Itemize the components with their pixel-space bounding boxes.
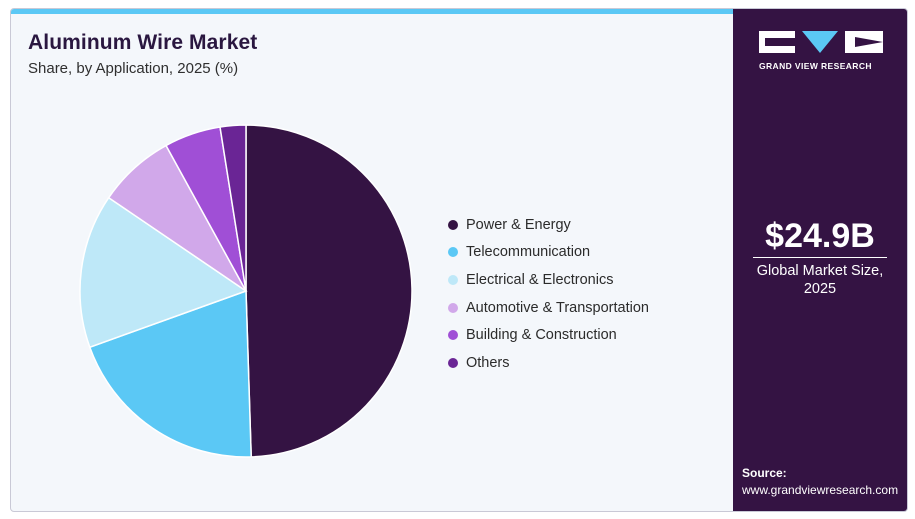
legend-item-automotive-transportation: Automotive & Transportation	[448, 294, 649, 322]
gvr-logo: GRAND VIEW RESEARCH	[759, 31, 883, 71]
gvr-logo-icon	[759, 31, 883, 53]
chart-subtitle: Share, by Application, 2025 (%)	[28, 60, 239, 77]
pie-slice-electrical-electronics	[79, 196, 248, 349]
market-size-value: $24.9B	[765, 217, 875, 255]
legend-label: Building & Construction	[466, 327, 617, 344]
pie-slice-power-energy	[245, 124, 413, 458]
source-label: Source:	[742, 466, 787, 480]
legend-item-electrical-electronics: Electrical & Electronics	[448, 266, 649, 294]
legend-swatch	[448, 274, 458, 285]
legend-swatch	[448, 357, 458, 368]
legend-item-power-energy: Power & Energy	[448, 211, 649, 239]
pie-chart	[79, 124, 413, 458]
legend-label: Electrical & Electronics	[466, 271, 614, 288]
legend-swatch	[448, 330, 458, 341]
legend-item-others: Others	[448, 349, 649, 377]
market-size-label: Global Market Size, 2025	[756, 263, 884, 297]
chart-title: Aluminum Wire Market	[28, 31, 258, 54]
accent-bar	[11, 9, 733, 14]
chart-panel: Aluminum Wire Market Share, by Applicati…	[11, 9, 733, 511]
logo-text: GRAND VIEW RESEARCH	[759, 61, 872, 71]
legend: Power & Energy Telecommunication Electrica…	[448, 211, 649, 377]
pie-slice-others	[219, 124, 247, 292]
chart-card: Aluminum Wire Market Share, by Applicati…	[10, 8, 908, 512]
legend-label: Automotive & Transportation	[466, 299, 649, 316]
stat-divider	[753, 257, 887, 258]
legend-swatch	[448, 302, 458, 313]
legend-swatch	[448, 219, 458, 230]
legend-item-telecommunication: Telecommunication	[448, 239, 649, 267]
legend-label: Others	[466, 354, 510, 371]
pie-slice-telecommunication	[88, 289, 252, 458]
legend-swatch	[448, 247, 458, 258]
legend-label: Telecommunication	[466, 244, 591, 261]
source-url: www.grandviewresearch.com	[742, 483, 899, 497]
legend-item-building-construction: Building & Construction	[448, 321, 649, 349]
legend-label: Power & Energy	[466, 216, 571, 233]
sidebar: GRAND VIEW RESEARCH $24.9B Global Market…	[733, 9, 907, 511]
